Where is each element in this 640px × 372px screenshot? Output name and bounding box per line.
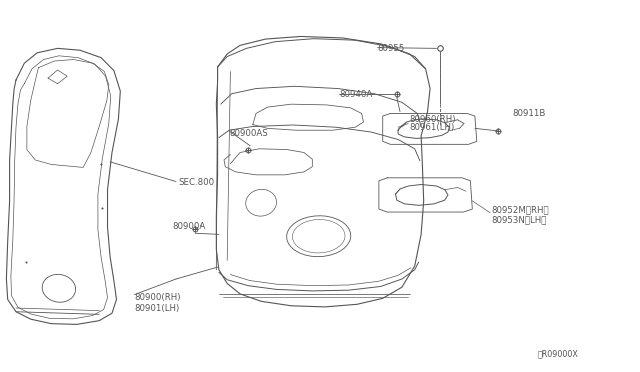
- Text: 80960(RH): 80960(RH): [410, 115, 456, 124]
- Text: 80900(RH): 80900(RH): [134, 293, 181, 302]
- Text: 80955: 80955: [378, 44, 405, 53]
- Text: 80952M〈RH〉: 80952M〈RH〉: [492, 206, 549, 215]
- Text: 80901(LH): 80901(LH): [134, 304, 180, 312]
- Text: 80940A: 80940A: [339, 90, 372, 99]
- Text: 80900AS: 80900AS: [229, 129, 268, 138]
- Text: 80900A: 80900A: [173, 222, 206, 231]
- Text: 80911B: 80911B: [512, 109, 545, 118]
- Text: 80953N〈LH〉: 80953N〈LH〉: [492, 215, 547, 224]
- Text: 80961(LH): 80961(LH): [410, 123, 455, 132]
- Text: SEC.800: SEC.800: [178, 178, 214, 187]
- Text: 〈R09000X: 〈R09000X: [538, 350, 579, 359]
